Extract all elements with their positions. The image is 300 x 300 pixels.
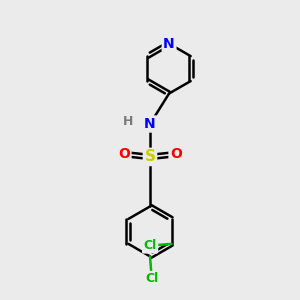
Text: N: N bbox=[144, 117, 156, 131]
Text: O: O bbox=[118, 147, 130, 161]
Text: H: H bbox=[123, 115, 134, 128]
Text: Cl: Cl bbox=[145, 272, 158, 285]
Text: O: O bbox=[170, 147, 182, 161]
Text: Cl: Cl bbox=[143, 239, 157, 252]
Text: N: N bbox=[163, 37, 175, 51]
Text: S: S bbox=[145, 149, 155, 164]
